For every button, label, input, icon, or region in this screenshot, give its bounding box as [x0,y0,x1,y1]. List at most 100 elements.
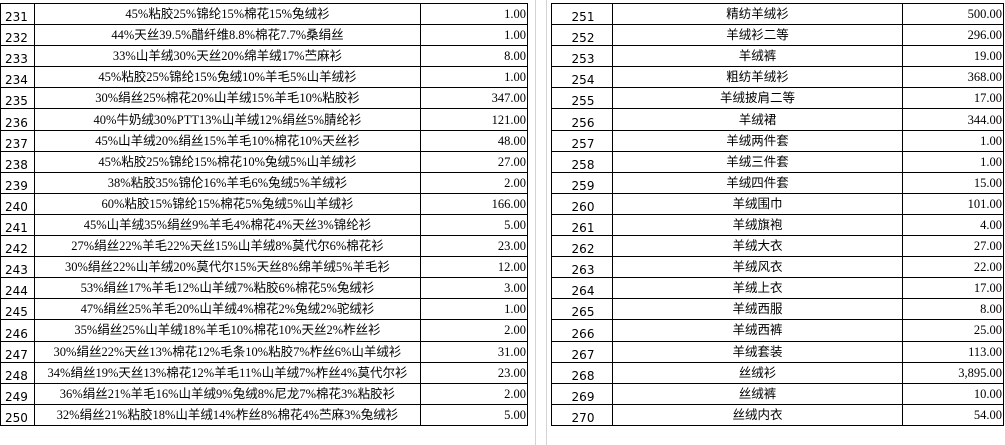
row-number-cell[interactable]: 233 [0,45,35,68]
quantity-cell[interactable]: 113.00 [902,340,1004,363]
item-name-cell[interactable]: 45%粘胶25%锦纶15%棉花15%兔绒衫 [34,2,421,26]
row-number-cell[interactable]: 264 [551,277,613,300]
item-name-cell[interactable]: 35%绢丝25%山羊绒18%羊毛10%棉花10%天丝2%柞丝衫 [34,319,421,342]
quantity-cell[interactable]: 1.00 [420,298,528,321]
row-number-cell[interactable]: 262 [551,235,613,258]
item-name-cell[interactable]: 丝绒内衣 [612,403,903,426]
item-name-cell[interactable]: 羊绒旗袍 [612,213,903,237]
row-number-cell[interactable]: 263 [551,256,613,279]
quantity-cell[interactable]: 2.00 [420,319,528,342]
quantity-cell[interactable]: 54.00 [902,403,1004,426]
row-number-cell[interactable]: 267 [551,340,613,363]
quantity-cell[interactable]: 347.00 [420,87,528,110]
quantity-cell[interactable]: 4.00 [902,213,1004,237]
row-number-cell[interactable]: 248 [0,361,35,384]
item-name-cell[interactable]: 45%粘胶25%锦纶15%棉花10%兔绒5%山羊绒衫 [34,150,421,173]
item-name-cell[interactable]: 精纺羊绒衫 [612,2,903,26]
row-number-cell[interactable]: 249 [0,382,35,405]
quantity-cell[interactable]: 1.00 [420,66,528,89]
item-name-cell[interactable]: 44%天丝39.5%醋纤维8.8%棉花7.7%桑绢丝 [34,24,421,47]
row-number-cell[interactable]: 247 [0,340,35,363]
quantity-cell[interactable]: 27.00 [420,150,528,173]
row-number-cell[interactable]: 250 [0,403,35,426]
quantity-cell[interactable]: 31.00 [420,340,528,363]
row-number-cell[interactable]: 239 [0,171,35,194]
row-number-cell[interactable]: 270 [551,403,613,426]
item-name-cell[interactable]: 粗纺羊绒衫 [612,66,903,89]
quantity-cell[interactable]: 27.00 [902,235,1004,258]
row-number-cell[interactable]: 237 [0,129,35,152]
item-name-cell[interactable]: 羊绒西服 [612,298,903,321]
item-name-cell[interactable]: 羊绒围巾 [612,192,903,215]
row-number-cell[interactable]: 232 [0,24,35,47]
quantity-cell[interactable]: 8.00 [902,298,1004,321]
item-name-cell[interactable]: 丝绒衫 [612,361,903,384]
row-number-cell[interactable]: 246 [0,319,35,342]
row-number-cell[interactable]: 261 [551,213,613,237]
quantity-cell[interactable]: 48.00 [420,129,528,152]
item-name-cell[interactable]: 27%绢丝22%羊毛22%天丝15%山羊绒8%莫代尔6%棉花衫 [34,235,421,258]
quantity-cell[interactable]: 1.00 [420,24,528,47]
quantity-cell[interactable]: 296.00 [902,24,1004,47]
row-number-cell[interactable]: 256 [551,108,613,131]
item-name-cell[interactable]: 32%绢丝21%粘胶18%山羊绒14%柞丝8%棉花4%苎麻3%兔绒衫 [34,403,421,426]
item-name-cell[interactable]: 羊绒裤 [612,45,903,68]
quantity-cell[interactable]: 1.00 [902,129,1004,152]
item-name-cell[interactable]: 羊绒上衣 [612,277,903,300]
quantity-cell[interactable]: 5.00 [420,403,528,426]
item-name-cell[interactable]: 30%绢丝25%棉花20%山羊绒15%羊毛10%粘胶衫 [34,87,421,110]
quantity-cell[interactable]: 3,895.00 [902,361,1004,384]
quantity-cell[interactable]: 2.00 [420,171,528,194]
quantity-cell[interactable]: 17.00 [902,87,1004,110]
row-number-cell[interactable]: 265 [551,298,613,321]
quantity-cell[interactable]: 25.00 [902,319,1004,342]
row-number-cell[interactable]: 243 [0,256,35,279]
item-name-cell[interactable]: 45%山羊绒35%绢丝9%羊毛4%棉花4%天丝3%锦纶衫 [34,213,421,237]
item-name-cell[interactable]: 47%绢丝25%羊毛20%山羊绒4%棉花2%兔绒2%驼绒衫 [34,298,421,321]
row-number-cell[interactable]: 244 [0,277,35,300]
row-number-cell[interactable]: 240 [0,192,35,215]
quantity-cell[interactable]: 15.00 [902,171,1004,194]
quantity-cell[interactable]: 1.00 [420,2,528,26]
quantity-cell[interactable]: 1.00 [902,150,1004,173]
row-number-cell[interactable]: 245 [0,298,35,321]
item-name-cell[interactable]: 30%绢丝22%天丝13%棉花12%毛条10%粘胶7%柞丝6%山羊绒衫 [34,340,421,363]
item-name-cell[interactable]: 羊绒大衣 [612,235,903,258]
row-number-cell[interactable]: 253 [551,45,613,68]
quantity-cell[interactable]: 10.00 [902,382,1004,405]
item-name-cell[interactable]: 羊绒四件套 [612,171,903,194]
quantity-cell[interactable]: 368.00 [902,66,1004,89]
row-number-cell[interactable]: 255 [551,87,613,110]
item-name-cell[interactable]: 60%粘胶15%锦纶15%棉花5%兔绒5%山羊绒衫 [34,192,421,215]
row-number-cell[interactable]: 266 [551,319,613,342]
row-number-cell[interactable]: 241 [0,213,35,237]
item-name-cell[interactable]: 34%绢丝19%天丝13%棉花12%羊毛11%山羊绒7%柞丝4%莫代尔衫 [34,361,421,384]
row-number-cell[interactable]: 251 [551,2,613,26]
row-number-cell[interactable]: 260 [551,192,613,215]
row-number-cell[interactable]: 234 [0,66,35,89]
quantity-cell[interactable]: 23.00 [420,235,528,258]
quantity-cell[interactable]: 23.00 [420,361,528,384]
quantity-cell[interactable]: 22.00 [902,256,1004,279]
item-name-cell[interactable]: 53%绢丝17%羊毛12%山羊绒7%粘胶6%棉花5%兔绒衫 [34,277,421,300]
quantity-cell[interactable]: 166.00 [420,192,528,215]
quantity-cell[interactable]: 5.00 [420,213,528,237]
item-name-cell[interactable]: 羊绒披肩二等 [612,87,903,110]
row-number-cell[interactable]: 236 [0,108,35,131]
quantity-cell[interactable]: 101.00 [902,192,1004,215]
row-number-cell[interactable]: 254 [551,66,613,89]
row-number-cell[interactable]: 268 [551,361,613,384]
quantity-cell[interactable]: 344.00 [902,108,1004,131]
item-name-cell[interactable]: 羊绒三件套 [612,150,903,173]
item-name-cell[interactable]: 45%粘胶25%锦纶15%兔绒10%羊毛5%山羊绒衫 [34,66,421,89]
item-name-cell[interactable]: 羊绒风衣 [612,256,903,279]
item-name-cell[interactable]: 33%山羊绒30%天丝20%绵羊绒17%苎麻衫 [34,45,421,68]
row-number-cell[interactable]: 238 [0,150,35,173]
item-name-cell[interactable]: 30%绢丝22%山羊绒20%莫代尔15%天丝8%绵羊绒5%羊毛衫 [34,256,421,279]
item-name-cell[interactable]: 羊绒裙 [612,108,903,131]
row-number-cell[interactable]: 242 [0,235,35,258]
item-name-cell[interactable]: 羊绒西裤 [612,319,903,342]
quantity-cell[interactable]: 19.00 [902,45,1004,68]
row-number-cell[interactable]: 258 [551,150,613,173]
row-number-cell[interactable]: 231 [0,2,35,26]
